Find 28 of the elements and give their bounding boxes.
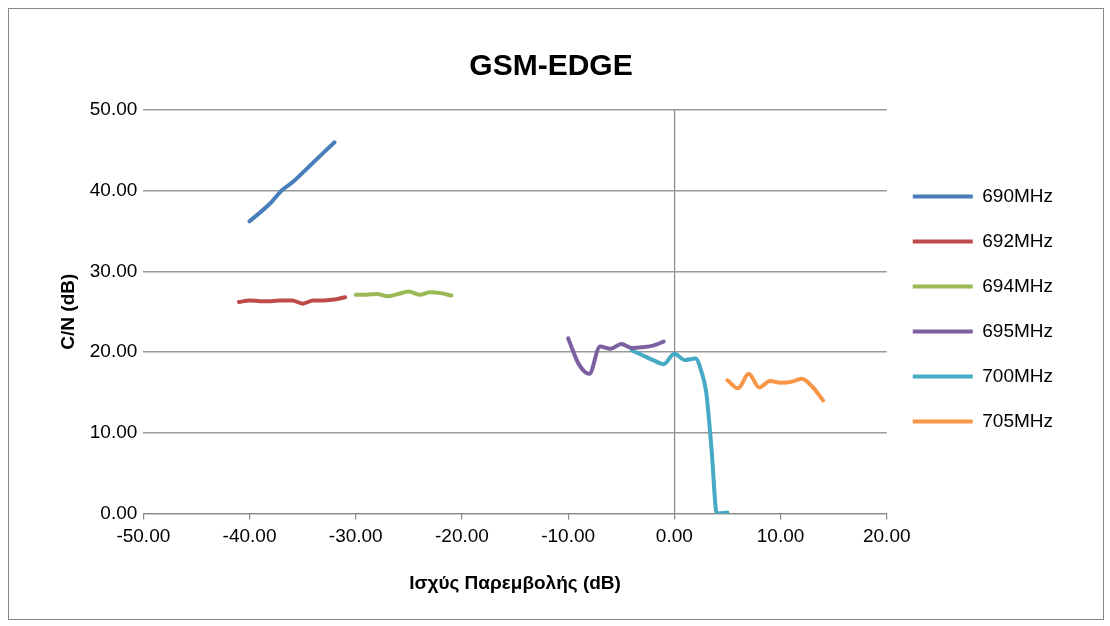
y-tick-label: 0.00 [100, 501, 138, 523]
line-series [629, 348, 730, 514]
y-tick-label: 20.00 [89, 340, 138, 362]
legend-label: 705MHz [982, 409, 1053, 431]
x-tick-label: 20.00 [862, 525, 911, 547]
x-tick-label: -50.00 [116, 525, 171, 547]
x-tick-label: 0.00 [655, 525, 693, 547]
legend-label: 692MHz [982, 229, 1053, 251]
y-tick-label: 40.00 [89, 178, 138, 200]
legend-label: 694MHz [982, 274, 1053, 296]
legend-label: 690MHz [982, 184, 1053, 206]
line-series [566, 336, 666, 376]
y-tick-label: 30.00 [89, 259, 138, 281]
line-series [247, 140, 337, 224]
x-tick-label: 10.00 [756, 525, 805, 547]
line-series [725, 371, 826, 403]
x-axis-title: Ισχύς Παρεμβολής (dB) [409, 571, 621, 593]
legend-label: 700MHz [982, 364, 1053, 386]
x-tick-label: -10.00 [541, 525, 596, 547]
x-tick-label: -40.00 [222, 525, 277, 547]
chart-title: GSM-EDGE [469, 48, 633, 82]
x-tick-label: -20.00 [435, 525, 489, 547]
y-tick-label: 10.00 [89, 420, 138, 442]
y-axis-title: C/N (dB) [56, 273, 78, 350]
x-tick-label: -30.00 [328, 525, 383, 547]
y-tick-label: 50.00 [89, 98, 138, 120]
line-series [236, 295, 348, 306]
legend-label: 695MHz [982, 319, 1053, 341]
